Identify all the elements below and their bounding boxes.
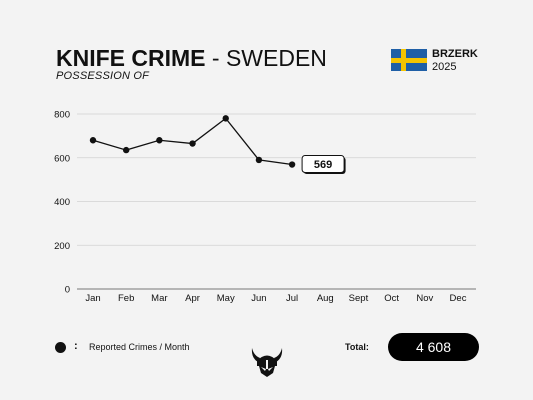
- data-point: [222, 115, 229, 122]
- x-tick-label: Oct: [384, 293, 399, 304]
- x-tick-label: Nov: [416, 293, 433, 304]
- title-country: SWEDEN: [225, 45, 327, 71]
- chart-subtitle: POSSESSION OF: [56, 70, 150, 82]
- x-tick-label: May: [217, 293, 235, 304]
- title-separator: -: [211, 45, 220, 71]
- x-tick-label: Mar: [151, 293, 167, 304]
- data-point: [89, 137, 97, 144]
- annotation-label: 569: [314, 159, 332, 171]
- total-label: Total:: [345, 342, 369, 352]
- y-tick-label: 200: [54, 241, 70, 252]
- data-point: [288, 161, 296, 168]
- flag-cross-horizontal: [391, 58, 427, 63]
- data-point: [255, 156, 263, 164]
- y-tick-label: 800: [54, 110, 70, 121]
- y-tick-label: 0: [65, 285, 70, 296]
- x-tick-label: Apr: [185, 293, 200, 304]
- viking-helmet-logo-icon: [251, 348, 283, 377]
- data-point: [189, 140, 196, 147]
- x-tick-label: Sept: [349, 293, 369, 304]
- x-tick-label: Jun: [251, 293, 266, 304]
- legend-colon: :: [74, 340, 78, 352]
- annotation-box: [301, 155, 345, 174]
- total-value-badge: 4 608: [388, 333, 479, 361]
- brand-name: BRZERK: [432, 48, 478, 60]
- x-tick-label: Aug: [317, 293, 334, 304]
- x-tick-label: Jul: [286, 293, 298, 304]
- y-tick-label: 600: [54, 153, 70, 164]
- data-point: [156, 137, 163, 144]
- sweden-flag-icon: [391, 49, 427, 71]
- x-tick-label: Dec: [450, 293, 467, 304]
- legend-marker-icon: [55, 342, 66, 353]
- legend-label: Reported Crimes / Month: [89, 342, 190, 352]
- title-main: KNIFE CRIME: [56, 45, 206, 71]
- x-tick-label: Jan: [85, 293, 100, 304]
- total-value: 4 608: [415, 339, 452, 355]
- year-label: 2025: [432, 61, 457, 73]
- y-tick-label: 400: [54, 197, 70, 208]
- chart-title: KNIFE CRIME - SWEDEN: [56, 44, 327, 72]
- data-point: [122, 146, 130, 154]
- x-tick-label: Feb: [118, 293, 134, 304]
